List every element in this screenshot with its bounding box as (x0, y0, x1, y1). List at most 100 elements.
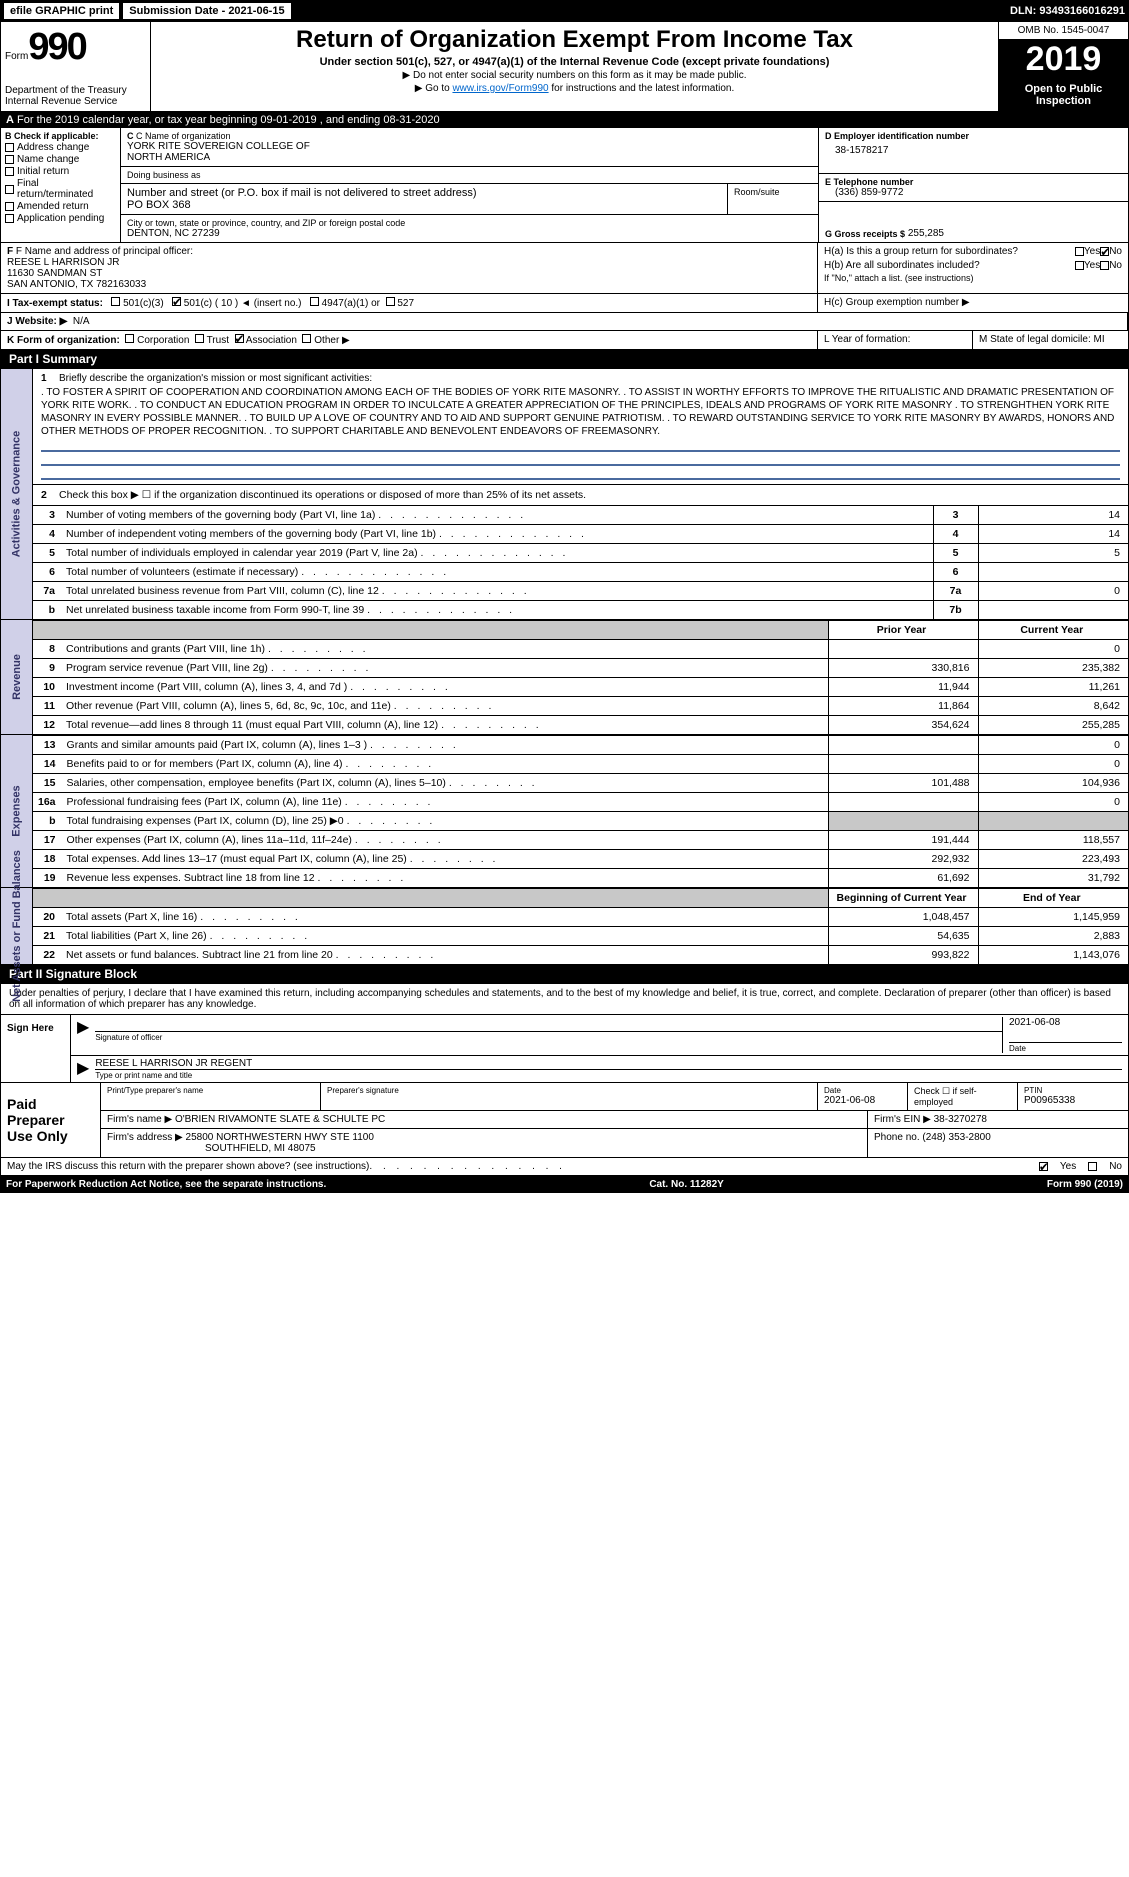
header-left: Form990 Department of the Treasury Inter… (1, 22, 151, 111)
city-label: City or town, state or province, country… (127, 218, 812, 228)
row-klm: K Form of organization: Corporation Trus… (0, 331, 1129, 350)
527-checkbox[interactable] (386, 297, 395, 306)
box-c: C C Name of organization YORK RITE SOVER… (121, 128, 818, 242)
band-a: A For the 2019 calendar year, or tax yea… (0, 112, 1129, 128)
phone-val: (336) 859-9772 (835, 187, 1122, 198)
boxb-checkbox[interactable] (5, 143, 14, 152)
dba-label: Doing business as (127, 170, 812, 180)
box-f: F F Name and address of principal office… (1, 243, 818, 293)
trust-checkbox[interactable] (195, 334, 204, 343)
sidelabel-ag: Activities & Governance (1, 369, 33, 619)
efile-label: efile GRAPHIC print (4, 3, 119, 19)
room-label: Room/suite (728, 184, 818, 214)
box-de: D Employer identification number 38-1578… (818, 128, 1128, 242)
form-label: Form (5, 51, 28, 62)
ha-no-checkbox[interactable] (1100, 247, 1109, 256)
perjury-statement: Under penalties of perjury, I declare th… (1, 984, 1128, 1015)
row-l: L Year of formation: (818, 331, 973, 349)
firm-ein: 38-3270278 (934, 1114, 987, 1125)
pra-notice: For Paperwork Reduction Act Notice, see … (6, 1179, 326, 1190)
part1-exp: Expenses 13Grants and similar amounts pa… (0, 735, 1129, 888)
officer-name-title: REESE L HARRISON JR REGENT (95, 1058, 1122, 1069)
ein-label: D Employer identification number (825, 131, 1122, 141)
box-hc: H(c) Group exemption number ▶ (818, 294, 1128, 312)
box-b: B Check if applicable: Address changeNam… (1, 128, 121, 242)
sidelabel-rev: Revenue (1, 620, 33, 734)
table-net: Beginning of Current YearEnd of Year20To… (33, 888, 1128, 964)
tax-year: 2019 (999, 40, 1128, 79)
discuss-row: May the IRS discuss this return with the… (0, 1158, 1129, 1176)
dln: DLN: 93493166016291 (1010, 5, 1125, 17)
officer-street: 11630 SANDMAN ST (7, 268, 102, 279)
sign-here-label: Sign Here (1, 1015, 71, 1082)
form-header: Form990 Department of the Treasury Inter… (0, 22, 1129, 112)
ein-val: 38-1578217 (835, 145, 1122, 156)
form-ref: Form 990 (2019) (1047, 1179, 1123, 1190)
boxb-checkbox[interactable] (5, 202, 14, 211)
boxb-checkbox[interactable] (5, 167, 14, 176)
other-checkbox[interactable] (302, 334, 311, 343)
ha-yes-checkbox[interactable] (1075, 247, 1084, 256)
sig-officer-label: Signature of officer (95, 1031, 1002, 1042)
boxb-checkbox[interactable] (5, 185, 14, 194)
hb-yes-checkbox[interactable] (1075, 261, 1084, 270)
submission-date: Submission Date - 2021-06-15 (123, 3, 290, 19)
org-name-label: C C Name of organization (127, 131, 812, 141)
row-i: I Tax-exempt status: 501(c)(3) 501(c) ( … (1, 294, 818, 312)
paid-preparer-label: Paid Preparer Use Only (1, 1083, 101, 1157)
phone-label: E Telephone number (825, 177, 1122, 187)
501c3-checkbox[interactable] (111, 297, 120, 306)
line1-label: Briefly describe the organization's miss… (59, 373, 372, 384)
part1-header: Part I Summary (0, 350, 1129, 369)
part1-net: Net Assets or Fund Balances Beginning of… (0, 888, 1129, 965)
row-j: J Website: ▶ N/A (0, 313, 1129, 331)
mission-text: . TO FOSTER A SPIRIT OF COOPERATION AND … (41, 386, 1120, 438)
firm-name: O'BRIEN RIVAMONTE SLATE & SCHULTE PC (175, 1114, 385, 1125)
gross-label: G Gross receipts $ (825, 229, 905, 239)
discuss-yes-checkbox[interactable] (1039, 1162, 1048, 1171)
ssn-note: ▶ Do not enter social security numbers o… (159, 70, 990, 81)
part2-header: Part II Signature Block (0, 965, 1129, 984)
irs-link[interactable]: www.irs.gov/Form990 (452, 83, 548, 94)
corp-checkbox[interactable] (125, 334, 134, 343)
box-b-header: B Check if applicable: (5, 131, 116, 141)
hb-no-checkbox[interactable] (1100, 261, 1109, 270)
501c-checkbox[interactable] (172, 297, 181, 306)
city-val: DENTON, NC 27239 (127, 228, 812, 239)
ptin: P00965338 (1024, 1095, 1075, 1106)
topbar: efile GRAPHIC print Submission Date - 20… (0, 0, 1129, 22)
cat-no: Cat. No. 11282Y (649, 1179, 723, 1190)
info-grid: B Check if applicable: Address changeNam… (0, 128, 1129, 243)
assoc-checkbox[interactable] (235, 334, 244, 343)
sidelabel-net: Net Assets or Fund Balances (1, 888, 33, 964)
street-val: PO BOX 368 (127, 199, 721, 211)
part1-rev: Revenue Prior YearCurrent Year8Contribut… (0, 620, 1129, 735)
officer-city: SAN ANTONIO, TX 782163033 (7, 279, 146, 290)
dept-label: Department of the Treasury Internal Reve… (5, 85, 146, 107)
gross-val: 255,285 (908, 228, 944, 239)
part1-ag: Activities & Governance 1Briefly describ… (0, 369, 1129, 620)
arrow-icon: ▶ (77, 1017, 89, 1053)
table-exp: 13Grants and similar amounts paid (Part … (33, 735, 1128, 887)
boxb-checkbox[interactable] (5, 155, 14, 164)
arrow-icon: ▶ (77, 1058, 89, 1080)
boxb-checkbox[interactable] (5, 214, 14, 223)
header-right: OMB No. 1545-0047 2019 Open to Public In… (998, 22, 1128, 111)
row-fh: F F Name and address of principal office… (0, 243, 1129, 294)
box-h: H(a) Is this a group return for subordin… (818, 243, 1128, 293)
firm-addr1: 25800 NORTHWESTERN HWY STE 1100 (186, 1132, 374, 1143)
discuss-no-checkbox[interactable] (1088, 1162, 1097, 1171)
link-note: ▶ Go to www.irs.gov/Form990 for instruct… (159, 83, 990, 94)
table-rev: Prior YearCurrent Year8Contributions and… (33, 620, 1128, 734)
omb-no: OMB No. 1545-0047 (999, 22, 1128, 40)
4947-checkbox[interactable] (310, 297, 319, 306)
sig-date: 2021-06-08 (1009, 1017, 1060, 1028)
org-name: YORK RITE SOVEREIGN COLLEGE OF NORTH AME… (127, 141, 812, 163)
table-ag: 3Number of voting members of the governi… (33, 505, 1128, 619)
open-inspection: Open to Public Inspection (999, 79, 1128, 111)
firm-phone: (248) 353-2800 (922, 1132, 990, 1143)
form-subtitle: Under section 501(c), 527, or 4947(a)(1)… (159, 56, 990, 68)
signature-block: Under penalties of perjury, I declare th… (0, 984, 1129, 1083)
black-footer: For Paperwork Reduction Act Notice, see … (0, 1176, 1129, 1193)
line2: Check this box ▶ ☐ if the organization d… (59, 489, 586, 501)
